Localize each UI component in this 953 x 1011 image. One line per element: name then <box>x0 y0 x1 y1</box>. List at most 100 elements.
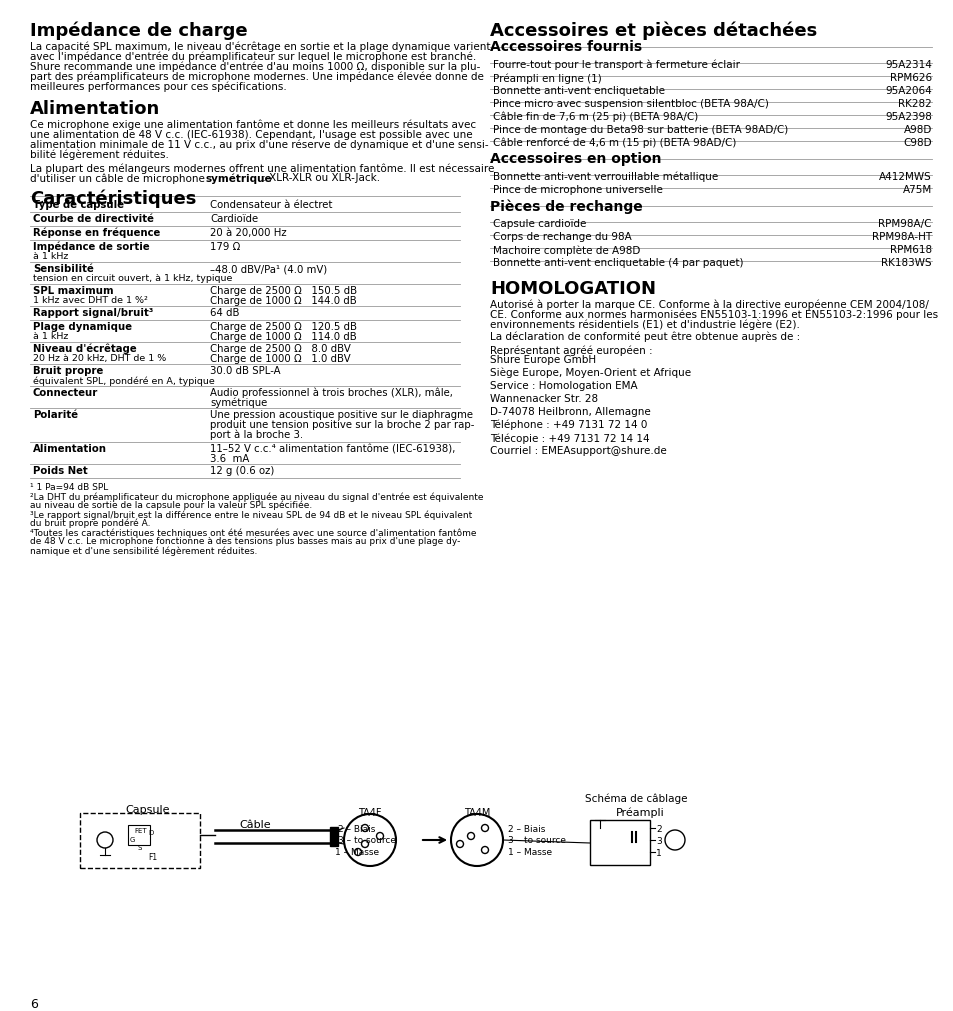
Text: La déclaration de conformité peut être obtenue auprès de :: La déclaration de conformité peut être o… <box>490 332 800 343</box>
Text: CE. Conforme aux normes harmonisées EN55103-1:1996 et EN55103-2:1996 pour les: CE. Conforme aux normes harmonisées EN55… <box>490 309 937 319</box>
Text: une alimentation de 48 V c.c. (IEC-61938). Cependant, l'usage est possible avec : une alimentation de 48 V c.c. (IEC-61938… <box>30 130 472 140</box>
Text: TA4M: TA4M <box>463 808 490 818</box>
Text: Bruit propre: Bruit propre <box>33 366 103 376</box>
Text: Préampli en ligne (1): Préampli en ligne (1) <box>493 73 601 84</box>
Text: Wannenacker Str. 28: Wannenacker Str. 28 <box>490 394 598 404</box>
Text: 1 – Masse: 1 – Masse <box>507 848 552 857</box>
Text: Câble: Câble <box>239 820 271 830</box>
Text: équivalent SPL, pondéré en A, typique: équivalent SPL, pondéré en A, typique <box>33 376 214 385</box>
Text: Accessoires en option: Accessoires en option <box>490 152 660 166</box>
Text: 2 – Biais: 2 – Biais <box>337 825 375 834</box>
Text: Courbe de directivité: Courbe de directivité <box>33 214 153 224</box>
Text: ³Le rapport signal/bruit est la différence entre le niveau SPL de 94 dB et le ni: ³Le rapport signal/bruit est la différen… <box>30 510 472 520</box>
Text: 12 g (0.6 oz): 12 g (0.6 oz) <box>210 466 274 476</box>
Text: Charge de 1000 Ω   114.0 dB: Charge de 1000 Ω 114.0 dB <box>210 332 356 342</box>
Text: Autorisé à porter la marque CE. Conforme à la directive européenne CEM 2004/108/: Autorisé à porter la marque CE. Conforme… <box>490 299 928 309</box>
Text: du bruit propre pondéré A.: du bruit propre pondéré A. <box>30 519 151 529</box>
Text: Ce microphone exige une alimentation fantôme et donne les meilleurs résultats av: Ce microphone exige une alimentation fan… <box>30 120 476 130</box>
Text: Pince de montage du Beta98 sur batterie (BETA 98AD/C): Pince de montage du Beta98 sur batterie … <box>493 125 787 135</box>
Text: 3.6  mA: 3.6 mA <box>210 454 249 464</box>
Text: 11–52 V c.c.⁴ alimentation fantôme (IEC-61938),: 11–52 V c.c.⁴ alimentation fantôme (IEC-… <box>210 444 455 454</box>
Text: Corps de rechange du 98A: Corps de rechange du 98A <box>493 232 631 242</box>
Text: La capacité SPL maximum, le niveau d'écrêtage en sortie et la plage dynamique va: La capacité SPL maximum, le niveau d'écr… <box>30 42 490 53</box>
Text: Téléphone : +49 7131 72 14 0: Téléphone : +49 7131 72 14 0 <box>490 420 647 431</box>
Text: Cardioïde: Cardioïde <box>210 214 258 224</box>
Text: ²La DHT du préamplificateur du microphone appliquée au niveau du signal d'entrée: ²La DHT du préamplificateur du microphon… <box>30 492 483 501</box>
Bar <box>589 820 649 865</box>
Text: à 1 kHz: à 1 kHz <box>33 332 69 341</box>
Text: Courriel : EMEAsupport@shure.de: Courriel : EMEAsupport@shure.de <box>490 446 666 456</box>
Text: Une pression acoustique positive sur le diaphragme: Une pression acoustique positive sur le … <box>210 410 473 420</box>
Text: SPL maximum: SPL maximum <box>33 286 113 296</box>
Text: Préampli: Préampli <box>615 808 663 819</box>
Text: symétrique: symétrique <box>206 173 273 184</box>
Text: Charge de 1000 Ω   1.0 dBV: Charge de 1000 Ω 1.0 dBV <box>210 354 351 364</box>
Text: 3 – to source: 3 – to source <box>507 836 565 845</box>
Text: RPM626: RPM626 <box>889 73 931 83</box>
Text: La plupart des mélangeurs modernes offrent une alimentation fantôme. Il est néce: La plupart des mélangeurs modernes offre… <box>30 163 494 174</box>
Text: 1 kHz avec DHT de 1 %²: 1 kHz avec DHT de 1 %² <box>33 296 148 305</box>
Text: produit une tension positive sur la broche 2 par rap-: produit une tension positive sur la broc… <box>210 420 474 430</box>
Text: RPM98A-HT: RPM98A-HT <box>871 232 931 242</box>
Text: à 1 kHz: à 1 kHz <box>33 252 69 261</box>
Text: Alimentation: Alimentation <box>33 444 107 454</box>
Text: Capsule: Capsule <box>126 805 170 815</box>
Text: Type de capsule: Type de capsule <box>33 200 124 210</box>
Bar <box>330 827 337 846</box>
Text: 95A2398: 95A2398 <box>884 112 931 122</box>
Text: Rapport signal/bruit³: Rapport signal/bruit³ <box>33 308 153 318</box>
Text: Machoire complète de A98D: Machoire complète de A98D <box>493 245 639 256</box>
Bar <box>80 813 200 868</box>
Text: C98D: C98D <box>902 137 931 148</box>
Text: environnements résidentiels (E1) et d'industrie légère (E2).: environnements résidentiels (E1) et d'in… <box>490 319 799 330</box>
Text: Shure Europe GmbH: Shure Europe GmbH <box>490 355 596 365</box>
Text: 30.0 dB SPL-A: 30.0 dB SPL-A <box>210 366 280 376</box>
Text: Accessoires et pièces détachées: Accessoires et pièces détachées <box>490 22 817 40</box>
Text: 6: 6 <box>30 998 38 1011</box>
Text: Bonnette anti-vent encliquetable (4 par paquet): Bonnette anti-vent encliquetable (4 par … <box>493 258 742 268</box>
Text: Charge de 2500 Ω   8.0 dBV: Charge de 2500 Ω 8.0 dBV <box>210 344 351 354</box>
Text: 179 Ω: 179 Ω <box>210 242 240 252</box>
Text: 95A2314: 95A2314 <box>884 60 931 70</box>
Text: 20 Hz à 20 kHz, DHT de 1 %: 20 Hz à 20 kHz, DHT de 1 % <box>33 354 166 363</box>
Text: Poids Net: Poids Net <box>33 466 88 476</box>
Text: Charge de 2500 Ω   150.5 dB: Charge de 2500 Ω 150.5 dB <box>210 286 356 296</box>
Text: namique et d'une sensibilité légèrement réduites.: namique et d'une sensibilité légèrement … <box>30 546 257 555</box>
Text: 2 – Biais: 2 – Biais <box>507 825 545 834</box>
Text: Siège Europe, Moyen-Orient et Afrique: Siège Europe, Moyen-Orient et Afrique <box>490 368 690 378</box>
Text: Impédance de charge: Impédance de charge <box>30 22 248 40</box>
Text: A412MWS: A412MWS <box>879 172 931 182</box>
Text: Bonnette anti-vent encliquetable: Bonnette anti-vent encliquetable <box>493 86 664 96</box>
Text: Alimentation: Alimentation <box>30 100 160 118</box>
Text: TA4F: TA4F <box>358 808 381 818</box>
Text: Service : Homologation EMA: Service : Homologation EMA <box>490 381 637 391</box>
Text: Caractéristiques: Caractéristiques <box>30 189 196 207</box>
Text: part des préamplificateurs de microphone modernes. Une impédance élevée donne de: part des préamplificateurs de microphone… <box>30 72 483 83</box>
Text: FET: FET <box>133 828 147 834</box>
Text: Représentant agréé européen :: Représentant agréé européen : <box>490 345 652 356</box>
Text: Plage dynamique: Plage dynamique <box>33 321 132 332</box>
Text: Impédance de sortie: Impédance de sortie <box>33 242 150 253</box>
Text: Capsule cardioïde: Capsule cardioïde <box>493 219 586 229</box>
Text: A75M: A75M <box>902 185 931 195</box>
Text: Niveau d'écrêtage: Niveau d'écrêtage <box>33 344 136 355</box>
Text: d'utiliser un câble de microphone: d'utiliser un câble de microphone <box>30 173 208 184</box>
Text: HOMOLOGATION: HOMOLOGATION <box>490 280 656 298</box>
Text: Accessoires fournis: Accessoires fournis <box>490 40 641 54</box>
Text: RK183WS: RK183WS <box>881 258 931 268</box>
Text: RK282: RK282 <box>898 99 931 109</box>
Text: Télécopie : +49 7131 72 14 14: Télécopie : +49 7131 72 14 14 <box>490 433 649 444</box>
Text: bilité légèrement réduites.: bilité légèrement réduites. <box>30 150 169 161</box>
Text: au niveau de sortie de la capsule pour la valeur SPL spécifiée.: au niveau de sortie de la capsule pour l… <box>30 501 312 511</box>
Text: 20 à 20,000 Hz: 20 à 20,000 Hz <box>210 228 286 238</box>
Text: A98D: A98D <box>902 125 931 135</box>
Text: Câble renforcé de 4,6 m (15 pi) (BETA 98AD/C): Câble renforcé de 4,6 m (15 pi) (BETA 98… <box>493 137 736 149</box>
Text: Connecteur: Connecteur <box>33 388 98 398</box>
Text: alimentation minimale de 11 V c.c., au prix d'une réserve de dynamique et d'une : alimentation minimale de 11 V c.c., au p… <box>30 140 488 151</box>
Text: G: G <box>130 837 135 843</box>
Text: –48.0 dBV/Pa¹ (4.0 mV): –48.0 dBV/Pa¹ (4.0 mV) <box>210 264 327 274</box>
Text: Charge de 1000 Ω   144.0 dB: Charge de 1000 Ω 144.0 dB <box>210 296 356 306</box>
Text: RPM618: RPM618 <box>889 245 931 255</box>
Text: 3: 3 <box>656 837 661 846</box>
Text: RPM98A/C: RPM98A/C <box>878 219 931 229</box>
